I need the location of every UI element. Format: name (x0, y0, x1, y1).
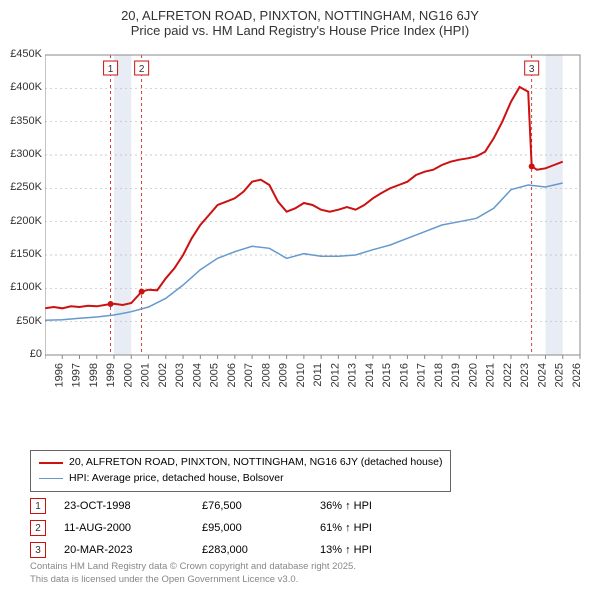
y-tick-label: £450K (0, 48, 42, 60)
sale-marker-label: 1 (108, 64, 114, 75)
sale-point (529, 163, 535, 169)
sale-index-box: 1 (30, 498, 46, 514)
sale-pct: 61% ↑ HPI (320, 522, 420, 534)
x-tick-label: 2016 (398, 363, 410, 387)
x-tick-label: 2007 (243, 363, 255, 387)
chart-container: 20, ALFRETON ROAD, PINXTON, NOTTINGHAM, … (0, 0, 600, 590)
x-tick-label: 2011 (312, 363, 324, 387)
x-tick-label: 2001 (140, 363, 152, 387)
sales-row: 3 20-MAR-2023 £283,000 13% ↑ HPI (30, 539, 420, 561)
x-tick-label: 1998 (88, 363, 100, 387)
x-tick-label: 1996 (53, 363, 65, 387)
x-tick-label: 2005 (209, 363, 221, 387)
y-tick-label: £50K (0, 315, 42, 327)
sale-marker-label: 2 (139, 64, 145, 75)
y-tick-label: £0 (0, 348, 42, 360)
x-tick-label: 2026 (571, 363, 583, 387)
chart-svg: 1 2 3 1995 1996 1997 1998 1999 2000 2001 2002 2003 2… (45, 50, 585, 400)
x-tick-label: 2008 (260, 363, 272, 387)
chart-area: 1 2 3 1995 1996 1997 1998 1999 2000 2001 2002 2003 2… (45, 50, 585, 400)
x-tick-label: 1997 (71, 363, 83, 387)
y-tick-label: £100K (0, 281, 42, 293)
footer: Contains HM Land Registry data © Crown c… (30, 561, 356, 586)
sale-marker-label: 3 (529, 64, 535, 75)
x-tick-label: 2014 (364, 363, 376, 387)
shaded-band (114, 55, 131, 355)
title-block: 20, ALFRETON ROAD, PINXTON, NOTTINGHAM, … (0, 0, 600, 38)
legend-box: 20, ALFRETON ROAD, PINXTON, NOTTINGHAM, … (30, 450, 451, 492)
sale-index-box: 3 (30, 542, 46, 558)
y-tick-label: £350K (0, 115, 42, 127)
title-line1: 20, ALFRETON ROAD, PINXTON, NOTTINGHAM, … (0, 8, 600, 23)
x-tick-label: 2019 (450, 363, 462, 387)
sale-pct: 36% ↑ HPI (320, 500, 420, 512)
x-tick-label: 1995 (45, 363, 48, 387)
x-tick-label: 2002 (157, 363, 169, 387)
legend-swatch (39, 478, 63, 480)
sale-point (108, 301, 114, 307)
x-tick-label: 2012 (329, 363, 341, 387)
legend-row: HPI: Average price, detached house, Bols… (39, 471, 442, 487)
x-tick-label: 2009 (278, 363, 290, 387)
legend-label: HPI: Average price, detached house, Bols… (69, 471, 284, 487)
sale-index-box: 2 (30, 520, 46, 536)
x-tick-label: 2017 (416, 363, 428, 387)
x-tick-label: 2018 (433, 363, 445, 387)
x-tick-label: 2006 (226, 363, 238, 387)
sale-price: £95,000 (202, 522, 302, 534)
sale-price: £76,500 (202, 500, 302, 512)
x-tick-label: 2024 (536, 363, 548, 387)
sales-row: 2 11-AUG-2000 £95,000 61% ↑ HPI (30, 517, 420, 539)
x-tick-label: 2000 (122, 363, 134, 387)
x-tick-label: 2025 (554, 363, 566, 387)
x-tick-label: 2004 (191, 363, 203, 387)
y-tick-label: £200K (0, 215, 42, 227)
title-line2: Price paid vs. HM Land Registry's House … (0, 23, 600, 38)
x-tick-label: 2013 (347, 363, 359, 387)
x-tick-label: 2015 (381, 363, 393, 387)
x-tick-label: 2020 (467, 363, 479, 387)
y-tick-label: £300K (0, 148, 42, 160)
sales-row: 1 23-OCT-1998 £76,500 36% ↑ HPI (30, 495, 420, 517)
sale-pct: 13% ↑ HPI (320, 544, 420, 556)
y-tick-label: £400K (0, 81, 42, 93)
sales-table: 1 23-OCT-1998 £76,500 36% ↑ HPI 2 11-AUG-2000… (30, 495, 420, 561)
x-tick-label: 2023 (519, 363, 531, 387)
footer-line1: Contains HM Land Registry data © Crown c… (30, 561, 356, 573)
legend-label: 20, ALFRETON ROAD, PINXTON, NOTTINGHAM, … (69, 455, 442, 471)
shaded-band (545, 55, 562, 355)
x-tick-label: 2022 (502, 363, 514, 387)
x-tick-label: 2003 (174, 363, 186, 387)
x-tick-label: 2021 (485, 363, 497, 387)
footer-line2: This data is licensed under the Open Gov… (30, 574, 356, 586)
x-tick-label: 2010 (295, 363, 307, 387)
legend-row: 20, ALFRETON ROAD, PINXTON, NOTTINGHAM, … (39, 455, 442, 471)
sale-date: 20-MAR-2023 (64, 544, 184, 556)
x-tick-label: 1999 (105, 363, 117, 387)
sale-price: £283,000 (202, 544, 302, 556)
sale-point (139, 289, 145, 295)
sale-date: 23-OCT-1998 (64, 500, 184, 512)
sale-date: 11-AUG-2000 (64, 522, 184, 534)
y-tick-label: £250K (0, 181, 42, 193)
y-tick-label: £150K (0, 248, 42, 260)
legend-swatch (39, 462, 63, 464)
